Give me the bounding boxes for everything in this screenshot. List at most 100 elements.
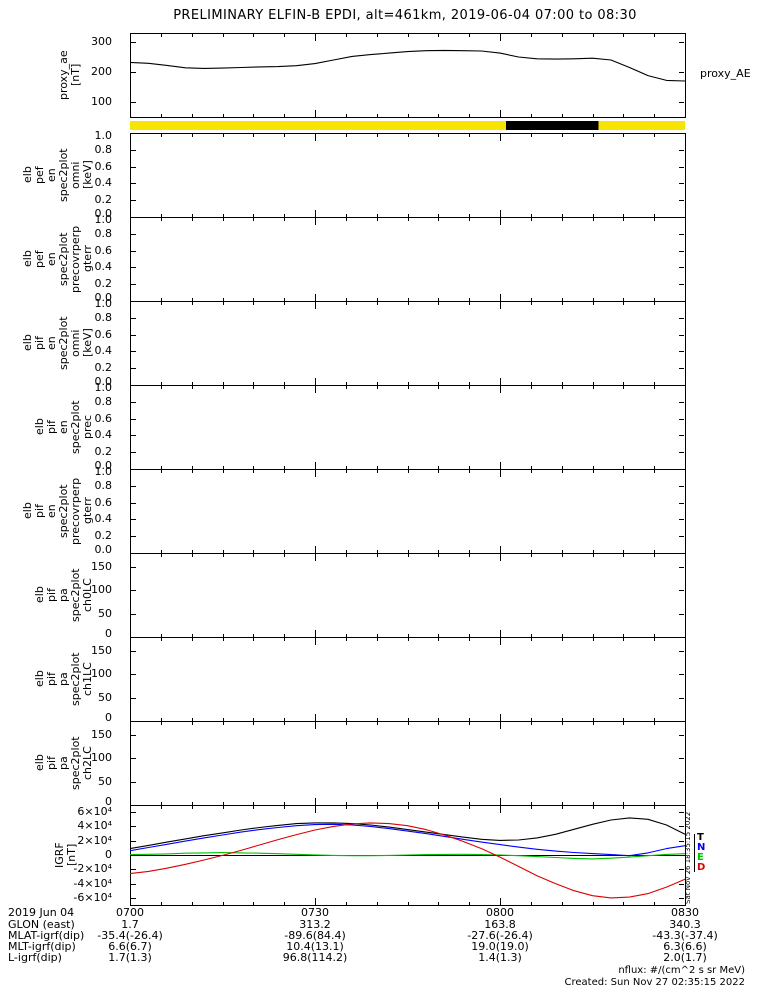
panel-ytitle-line: ch0LC — [81, 578, 94, 612]
y-tick-label: 0.0 — [94, 459, 113, 472]
bottom-row-value: 6.3(6.6) — [663, 940, 707, 953]
bottom-row-value: -27.6(-26.4) — [467, 929, 533, 942]
panel-ytitle-line: [nT] — [65, 843, 78, 867]
flag-segment — [506, 121, 599, 130]
y-tick-label: 0.8 — [94, 226, 113, 240]
y-tick-label: 0.4 — [94, 176, 113, 190]
y-tick-label: 0.6 — [94, 159, 113, 173]
y-tick-label: 0.0 — [94, 207, 113, 220]
y-tick-label: 1.0 — [94, 465, 113, 478]
y-tick-label: 0.4 — [94, 428, 113, 442]
series-line-T — [129, 817, 686, 850]
y-tick-label: 300 — [91, 35, 112, 48]
side-timestamp: Sat Nov 26 18:35:15 2022 — [684, 811, 692, 904]
series-line-N — [129, 823, 686, 857]
y-tick-label: 0 — [105, 711, 112, 724]
y-tick-label: 150 — [91, 644, 112, 657]
series-line-E — [129, 851, 686, 860]
y-tick-label: 0.8 — [94, 142, 113, 156]
y-tick-label: 0.6 — [94, 327, 113, 341]
y-tick-label: 50 — [98, 690, 112, 704]
y-tick-label: 2×10⁴ — [77, 833, 112, 847]
y-tick-label: 0 — [105, 627, 112, 640]
y-tick-label: 0 — [105, 848, 112, 861]
y-tick-label: 6×10⁴ — [77, 805, 112, 819]
y-tick-label: 100 — [91, 583, 112, 597]
panel-ytitle-line: [nT] — [69, 63, 82, 87]
y-tick-label: 0.2 — [94, 445, 113, 459]
panel-ytitle-line: ch1LC — [81, 662, 94, 696]
y-tick-label: -6×10⁴ — [73, 890, 112, 904]
y-tick-label: -4×10⁴ — [73, 876, 112, 890]
bottom-row-value: 340.3 — [669, 918, 701, 931]
bottom-row-label: MLT-igrf(dip) — [8, 940, 76, 953]
panel-ytitle-line: gterr — [81, 497, 94, 525]
x-time-label: 0700 — [116, 906, 144, 919]
y-tick-label: 0.2 — [94, 277, 113, 291]
y-tick-label: 0.6 — [94, 243, 113, 257]
y-tick-label: 100 — [91, 667, 112, 681]
bottom-row-label: L-igrf(dip) — [8, 951, 62, 964]
x-time-label: 0730 — [301, 906, 329, 919]
legend-entry-N: N — [697, 842, 706, 853]
panel-ytitle-line: ch2LC — [81, 746, 94, 780]
legend-entry-D: D — [697, 862, 706, 873]
y-tick-label: 50 — [98, 774, 112, 788]
bottom-row-value: 163.8 — [484, 918, 516, 931]
bottom-row-value: -35.4(-26.4) — [97, 929, 163, 942]
y-tick-label: 0.4 — [94, 260, 113, 274]
y-tick-label: 0.0 — [94, 543, 113, 556]
y-tick-label: 150 — [91, 560, 112, 573]
series-line-D — [129, 822, 686, 899]
y-tick-label: 4×10⁴ — [77, 819, 112, 833]
panel-ticks — [130, 722, 686, 806]
flag-segment — [598, 121, 685, 130]
panel-box-proxy_ae — [130, 33, 686, 118]
y-tick-label: 1.0 — [94, 213, 113, 226]
y-tick-label: 200 — [91, 65, 112, 78]
panel-ytitle-line: [keV] — [81, 328, 94, 358]
bottom-row-value: 1.7 — [121, 918, 139, 931]
y-tick-label: 0.0 — [94, 375, 113, 388]
panel-ticks — [130, 554, 686, 638]
y-tick-label: 0.6 — [94, 495, 113, 509]
y-tick-label: 100 — [91, 95, 112, 108]
bottom-row-value: 6.6(6.7) — [108, 940, 152, 953]
series-line-proxy_AE — [129, 49, 686, 82]
plot-title: PRELIMINARY ELFIN-B EPDI, alt=461km, 201… — [173, 8, 637, 23]
bottom-row-label: MLAT-igrf(dip) — [8, 929, 85, 942]
y-tick-label: 0.0 — [94, 291, 113, 304]
panel-ytitle-line: prec — [81, 414, 94, 440]
y-tick-label: 0.8 — [94, 394, 113, 408]
panel-right-label: proxy_AE — [700, 67, 751, 80]
y-tick-label: 50 — [98, 606, 112, 620]
units-note: nflux: #/(cm^2 s sr MeV) — [618, 965, 745, 976]
created-timestamp: Created: Sun Nov 27 02:35:15 2022 — [564, 977, 745, 988]
y-tick-label: 0.8 — [94, 478, 113, 492]
panel-ticks — [130, 806, 686, 905]
panel-ytitle-line: [keV] — [81, 160, 94, 190]
bottom-row-value: 1.4(1.3) — [478, 951, 522, 964]
y-tick-label: 1.0 — [94, 129, 113, 142]
y-tick-label: 0.4 — [94, 344, 113, 358]
y-tick-label: 100 — [91, 751, 112, 765]
flag-segment — [130, 121, 507, 130]
bottom-row-value: 10.4(13.1) — [286, 940, 344, 953]
y-tick-label: 150 — [91, 728, 112, 741]
y-tick-label: 0.4 — [94, 512, 113, 526]
y-tick-label: 0.2 — [94, 361, 113, 375]
bottom-row-value: -43.3(-37.4) — [652, 929, 718, 942]
panel-ticks — [130, 638, 686, 722]
y-tick-label: 0.8 — [94, 310, 113, 324]
y-tick-label: 0 — [105, 795, 112, 808]
bottom-row-value: 1.7(1.3) — [108, 951, 152, 964]
bottom-row-value: 19.0(19.0) — [471, 940, 529, 953]
y-tick-label: 0.6 — [94, 411, 113, 425]
y-tick-label: 0.2 — [94, 193, 113, 207]
x-time-label: 0800 — [486, 906, 514, 919]
bottom-row-value: -89.6(84.4) — [284, 929, 346, 942]
panel-ytitle-line: gterr — [81, 245, 94, 273]
